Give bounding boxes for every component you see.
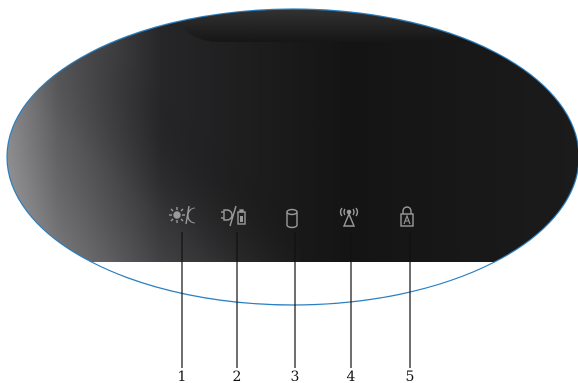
panel-outline: [6, 8, 578, 306]
wireless-icon: [339, 207, 359, 227]
indicator-icons: [169, 205, 414, 229]
callout-number-5: 5: [406, 369, 415, 383]
power-sleep-icon: [169, 205, 196, 225]
callout-number-1: 1: [178, 369, 187, 383]
callout-number-3: 3: [291, 369, 300, 383]
ac-battery-icon: [221, 205, 246, 227]
leader-lines: [181, 232, 411, 368]
hard-drive-icon: [286, 208, 298, 229]
callout-number-4: 4: [347, 369, 356, 383]
callout-number-2: 2: [233, 369, 242, 383]
caps-lock-icon: [400, 206, 414, 227]
callout-numbers: 1 2 3 4 5: [178, 369, 415, 383]
